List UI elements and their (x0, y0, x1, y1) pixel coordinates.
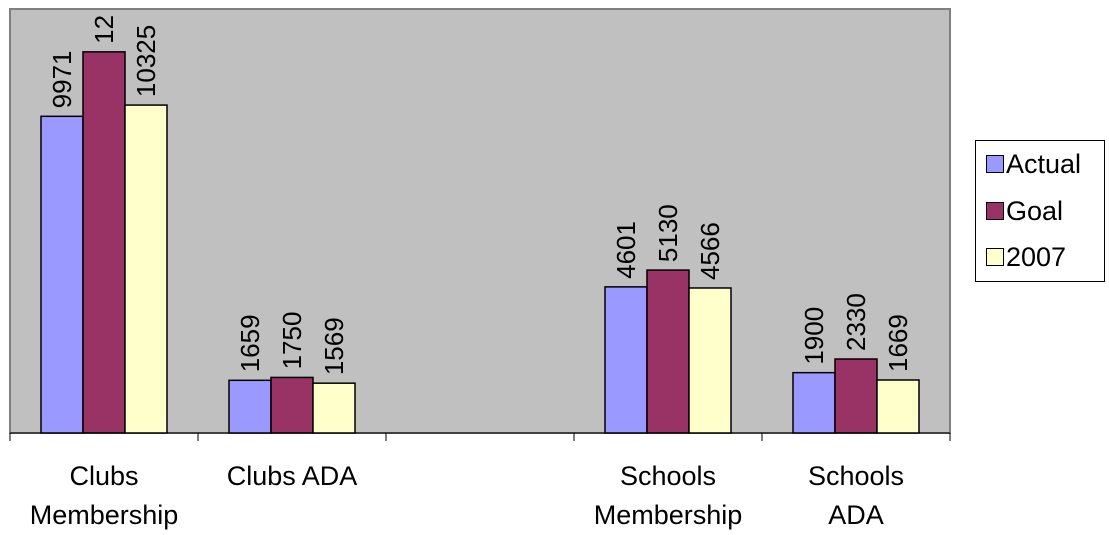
value-label-2007-schools-membership: 4566 (695, 222, 725, 280)
x-axis-ticks (9, 433, 951, 441)
legend-label-actual: Actual (1006, 148, 1082, 179)
legend-swatch-2007 (986, 248, 1004, 266)
value-label-2007-schools-ada: 1669 (883, 314, 913, 372)
bar-2007-clubs-ada (312, 382, 356, 434)
category-label-line: Clubs ADA (227, 461, 358, 491)
category-label-line: Schools (620, 461, 716, 491)
bar-goal-clubs-membership (82, 51, 126, 434)
bar-actual-schools-ada (792, 371, 836, 434)
legend-swatch-actual (986, 155, 1004, 173)
category-label-line: ADA (828, 500, 884, 530)
category-labels-group: Clubs Membership Clubs ADA Schools Membershi… (30, 461, 904, 530)
bar-goal-clubs-ada (270, 376, 314, 434)
bar-2007-clubs-membership (124, 104, 168, 434)
bar-actual-clubs-ada (228, 379, 272, 434)
category-label-line: Membership (30, 500, 179, 530)
category-label-schools-membership: Schools Membership (594, 461, 743, 530)
value-label-actual-schools-membership: 4601 (611, 221, 641, 279)
legend-swatch-goal (986, 202, 1004, 220)
value-label-goal-clubs-ada: 1750 (277, 312, 307, 370)
value-label-actual-clubs-ada: 1659 (235, 314, 265, 372)
value-label-2007-clubs-membership: 10325 (131, 25, 161, 97)
bar-actual-clubs-membership (40, 115, 84, 434)
legend-item-actual: Actual (986, 144, 1081, 184)
bar-actual-schools-membership (604, 286, 648, 434)
category-label-line: Schools (808, 461, 904, 491)
legend-item-goal: Goal (986, 191, 1063, 231)
category-label-line: Membership (594, 500, 743, 530)
legend-label-2007: 2007 (1006, 241, 1067, 272)
value-label-actual-clubs-membership: 9971 (47, 50, 77, 108)
category-label-clubs-membership: Clubs Membership (30, 461, 179, 530)
bar-2007-schools-ada (876, 379, 920, 434)
bar-goal-schools-ada (834, 358, 878, 434)
value-label-goal-schools-ada: 2330 (841, 293, 871, 351)
value-label-goal-clubs-membership: 12 (89, 15, 119, 44)
category-label-line: Clubs (69, 461, 138, 491)
value-label-goal-schools-membership: 5130 (653, 204, 683, 262)
bar-goal-schools-membership (646, 269, 690, 434)
legend-label-goal: Goal (1006, 195, 1064, 226)
legend: Actual Goal 2007 (975, 140, 1105, 282)
value-labels-group: 9971 12 10325 1659 1750 1569 4601 5130 4566 1900 2… (47, 15, 913, 375)
bars-group (40, 51, 920, 434)
bar-2007-schools-membership (688, 287, 732, 434)
category-label-clubs-ada: Clubs ADA (227, 461, 358, 491)
value-label-actual-schools-ada: 1900 (799, 307, 829, 365)
value-label-2007-clubs-ada: 1569 (319, 317, 349, 375)
category-label-schools-ada: Schools ADA (808, 461, 904, 530)
legend-item-2007: 2007 (986, 237, 1066, 277)
